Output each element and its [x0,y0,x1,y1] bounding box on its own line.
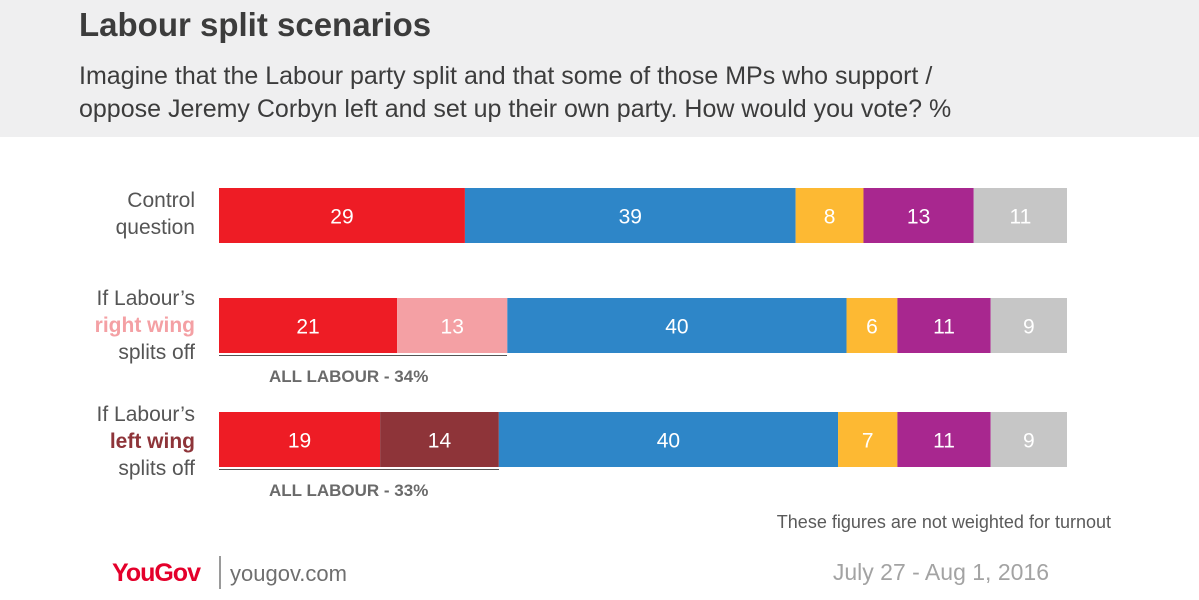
bar-segment-row1-4 [863,188,974,243]
bar-value-label: 9 [1023,316,1035,339]
header-band [0,0,1199,137]
chart-subtitle: Imagine that the Labour party split and … [79,60,1179,126]
row-label-line: splits off [118,341,195,364]
bar-segment-row2-3 [507,298,847,353]
bar-segment-row2-2 [397,298,508,353]
bar-value-label: 29 [330,206,353,229]
all-labour-label-right-wing: ALL LABOUR - 34% [269,367,429,386]
bar-value-label: 11 [933,316,955,339]
all-labour-bracket-right-wing [219,355,508,356]
row-label-line: splits off [118,457,195,480]
bar-segment-row1-3 [795,188,864,243]
yougov-logo: YouGov [112,559,201,587]
turnout-note: These figures are not weighted for turno… [776,512,1111,532]
bar-segment-row3-2 [380,412,499,467]
all-labour-label-left-wing: ALL LABOUR - 33% [269,481,429,500]
bar-value-label: 9 [1023,430,1035,453]
bar-value-label: 40 [657,430,680,453]
bar-value-label: 13 [441,316,464,339]
row-label-line: If Labour’s [96,403,195,426]
bar-segment-row3-1 [219,412,381,467]
site-link[interactable]: yougov.com [230,561,347,586]
bar-segment-row1-5 [973,188,1067,243]
bar-value-label: 7 [862,430,874,453]
bar-segment-row3-4 [838,412,898,467]
bar-value-label: 40 [665,316,688,339]
row-label-right-wing: If Labour’s right wing splits off [95,285,195,366]
row-label-highlight-right-wing: right wing [94,314,195,337]
subtitle-line: Imagine that the Labour party split and … [79,62,933,90]
bar-segment-row1-1 [219,188,465,243]
row-label-highlight-left-wing: left wing [109,430,195,453]
row-label-line: Control [127,189,195,212]
bar-value-label: 6 [866,316,878,339]
row-label-left-wing: If Labour’s left wing splits off [97,401,195,482]
bar-segment-row2-1 [219,298,398,353]
bar-value-label: 11 [1009,206,1031,229]
bar-segment-row2-6 [990,298,1067,353]
bar-value-label: 39 [619,206,642,229]
fieldwork-date: July 27 - Aug 1, 2016 [832,559,1049,585]
bar-segment-row2-4 [846,298,898,353]
row-label-control: Control question [116,187,195,241]
all-labour-bracket-left-wing [219,469,499,470]
bar-value-label: 21 [296,316,319,339]
chart-title: Labour split scenarios [79,6,432,43]
footer-divider [219,556,221,589]
bar-value-label: 14 [428,430,452,453]
bar-segment-row3-3 [498,412,839,467]
bar-segment-row2-5 [897,298,991,353]
subtitle-line: oppose Jeremy Corbyn left and set up the… [79,95,952,123]
bar-value-label: 13 [907,206,930,229]
bar-value-label: 19 [288,430,311,453]
bar-segment-row1-2 [464,188,796,243]
bar-segment-row3-5 [897,412,991,467]
bar-value-label: 8 [824,206,836,229]
row-label-line: question [115,216,195,239]
bar-segment-row3-6 [990,412,1067,467]
bar-value-label: 11 [933,430,955,453]
row-label-line: If Labour’s [96,287,195,310]
